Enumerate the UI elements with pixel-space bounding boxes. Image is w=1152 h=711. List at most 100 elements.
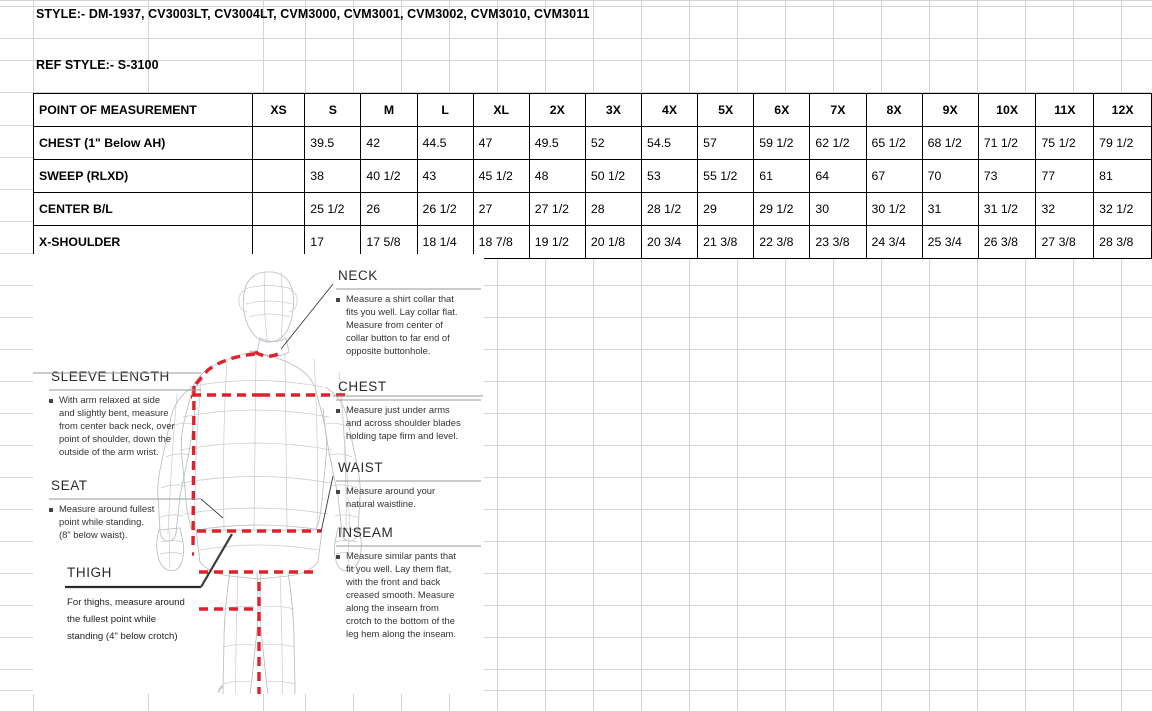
grid-row-line (0, 477, 1152, 478)
cell-12x: 79 1/2 (1093, 126, 1152, 160)
grid-column-line (497, 0, 498, 711)
grid-column-line (977, 0, 978, 711)
row-label: SWEEP (RLXD) (33, 159, 253, 193)
grid-column-line (689, 0, 690, 711)
cell-3x: 28 (584, 192, 643, 226)
cell-9x: 70 (921, 159, 979, 193)
grid-row-line (0, 317, 1152, 318)
cell-m: 17 5/8 (360, 225, 418, 259)
cell-8x: 24 3/4 (865, 225, 923, 259)
measurement-dashed-lines (191, 349, 345, 694)
cell-12x: 28 3/8 (1093, 225, 1152, 259)
header-size-l: L (416, 93, 474, 127)
waist-bullet (336, 490, 340, 494)
thigh-line-1: For thighs, measure around (67, 597, 185, 608)
cell-l: 26 1/2 (416, 192, 474, 226)
grid-column-line (785, 0, 786, 711)
cell-s: 25 1/2 (304, 192, 362, 226)
cell-m: 42 (360, 126, 418, 160)
header-size-xs: XS (251, 93, 306, 127)
cell-l: 43 (416, 159, 474, 193)
grid-row-line (0, 381, 1152, 382)
guide-thigh: THIGH For thighs, measure around the ful… (65, 533, 233, 642)
style-line: STYLE:- DM-1937, CV3003LT, CV3004LT, CVM… (36, 7, 590, 21)
chest-line-2: and across shoulder blades (346, 417, 461, 428)
chest-title: CHEST (338, 379, 387, 394)
cell-7x: 64 (809, 159, 867, 193)
grid-row-line (0, 690, 1152, 691)
seat-line-3: (8" below waist). (59, 529, 127, 540)
cell-xl: 47 (472, 126, 530, 160)
grid-column-line (1025, 0, 1026, 711)
grid-row-line (0, 573, 1152, 574)
header-size-8x: 8X (865, 93, 923, 127)
cell-7x: 62 1/2 (809, 126, 867, 160)
grid-column-line (881, 0, 882, 711)
cell-10x: 26 3/8 (977, 225, 1037, 259)
header-size-10x: 10X (977, 93, 1037, 127)
cell-5x: 21 3/8 (697, 225, 755, 259)
header-size-11x: 11X (1035, 93, 1095, 127)
cell-9x: 25 3/4 (921, 225, 979, 259)
header-size-4x: 4X (641, 93, 699, 127)
inseam-line-4: creased smooth. Measure (346, 589, 454, 600)
header-size-6x: 6X (753, 93, 811, 127)
cell-2x: 27 1/2 (528, 192, 586, 226)
cell-5x: 57 (697, 126, 755, 160)
seat-line-2: point while standing. (59, 516, 144, 527)
neck-line-1: Measure a shirt collar that (346, 293, 454, 304)
cell-8x: 30 1/2 (865, 192, 923, 226)
inseam-line-5: along the inseam from (346, 602, 439, 613)
cell-5x: 55 1/2 (697, 159, 755, 193)
grid-row-line (0, 6, 1152, 7)
seat-leader-line (200, 498, 224, 519)
guide-waist: WAIST Measure around your natural waistl… (320, 460, 481, 533)
seat-line-1: Measure around fullest (59, 503, 155, 514)
grid-row-line (0, 509, 1152, 510)
sleeve-dash (191, 385, 196, 552)
cell-l: 18 1/4 (416, 225, 474, 259)
grid-row-line (0, 285, 1152, 286)
sleeve-line-4: point of shoulder, down the (59, 433, 171, 444)
row-label: X-SHOULDER (33, 225, 253, 259)
header-point-of-measurement: POINT OF MEASUREMENT (33, 93, 253, 127)
grid-row-line (0, 38, 1152, 39)
waist-line-2: natural waistline. (346, 498, 416, 509)
chest-line-3: holding tape firm and level. (346, 430, 458, 441)
grid-row-line (0, 637, 1152, 638)
header-size-3x: 3X (584, 93, 643, 127)
cell-6x: 29 1/2 (753, 192, 811, 226)
header-size-s: S (304, 93, 362, 127)
cell-3x: 52 (584, 126, 643, 160)
sleeve-line-5: outside of the arm wrist. (59, 446, 159, 457)
inseam-line-7: leg hem along the inseam. (346, 628, 456, 639)
grid-row-line (0, 445, 1152, 446)
chest-line-1: Measure just under arms (346, 404, 450, 415)
cell-xs (251, 192, 306, 226)
shoulder-dash (194, 352, 256, 386)
cell-3x: 50 1/2 (584, 159, 643, 193)
cell-10x: 73 (977, 159, 1037, 193)
cell-2x: 48 (528, 159, 586, 193)
inseam-line-6: crotch to the bottom of the (346, 615, 455, 626)
cell-5x: 29 (697, 192, 755, 226)
cell-xl: 45 1/2 (472, 159, 530, 193)
cell-xl: 18 7/8 (472, 225, 530, 259)
grid-row-line (0, 92, 1152, 93)
grid-column-line (545, 0, 546, 711)
cell-s: 38 (304, 159, 362, 193)
cell-2x: 19 1/2 (528, 225, 586, 259)
cell-11x: 27 3/8 (1035, 225, 1095, 259)
neck-line-3: Measure from center of (346, 319, 443, 330)
guide-inseam: INSEAM Measure similar pants that fit yo… (336, 525, 481, 639)
header-size-9x: 9X (921, 93, 979, 127)
cell-4x: 54.5 (641, 126, 699, 160)
cell-9x: 31 (921, 192, 979, 226)
sleeve-title: SLEEVE LENGTH (51, 369, 170, 384)
cell-4x: 28 1/2 (641, 192, 699, 226)
seat-bullet (49, 508, 53, 512)
guide-neck: NECK Measure a shirt collar that fits yo… (280, 268, 481, 356)
cell-s: 17 (304, 225, 362, 259)
chest-bullet (336, 409, 340, 413)
cell-m: 26 (360, 192, 418, 226)
